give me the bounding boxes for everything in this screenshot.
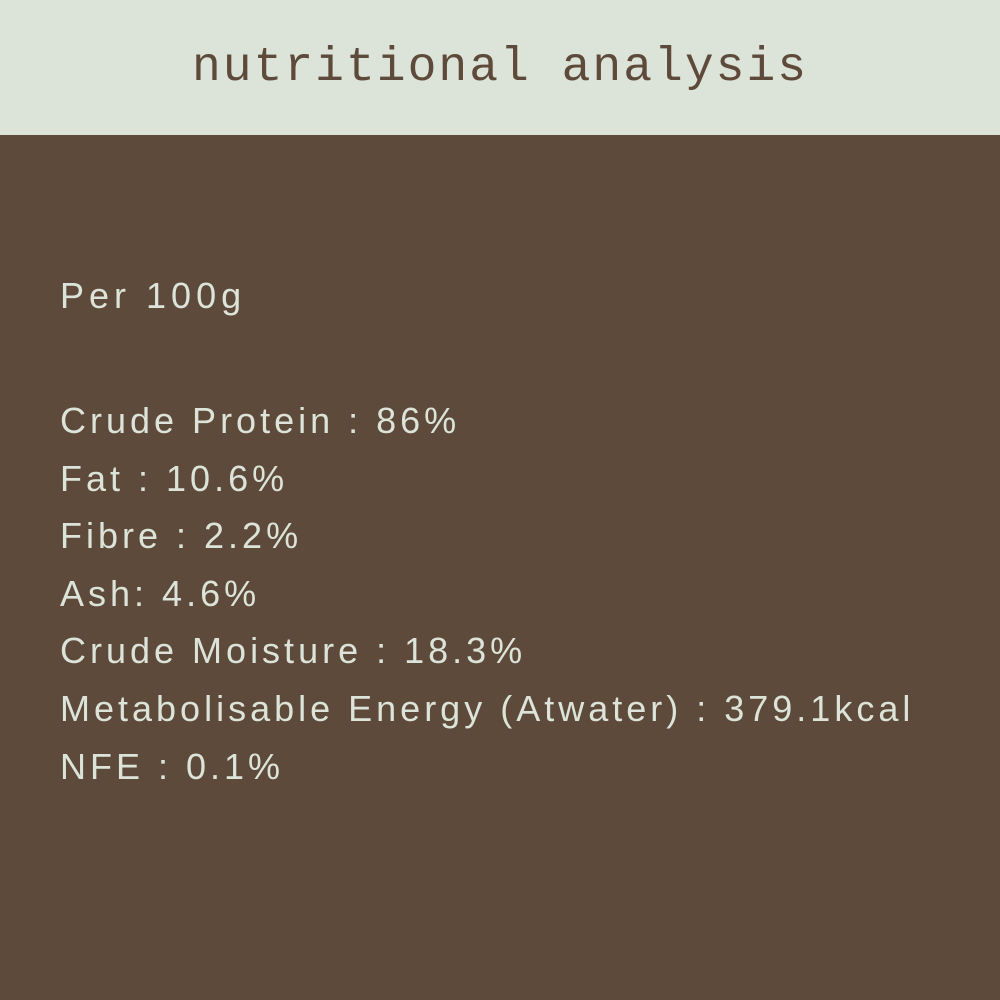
- page-title: nutritional analysis: [192, 41, 808, 95]
- nutrient-value: 2.2%: [204, 515, 302, 556]
- nutrient-row: Fibre : 2.2%: [60, 507, 940, 565]
- nutrient-row: Crude Protein : 86%: [60, 392, 940, 450]
- nutrient-row: Fat : 10.6%: [60, 450, 940, 508]
- nutrient-label: Ash:: [60, 573, 162, 614]
- nutrient-label: Metabolisable Energy (Atwater) :: [60, 688, 724, 729]
- nutrient-value: 4.6%: [162, 573, 260, 614]
- nutrient-label: NFE :: [60, 746, 186, 787]
- nutrient-label: Crude Moisture :: [60, 630, 404, 671]
- nutrient-label: Fat :: [60, 458, 166, 499]
- nutrient-value: 379.1kcal: [724, 688, 914, 729]
- nutrient-row: Ash: 4.6%: [60, 565, 940, 623]
- nutrient-label: Crude Protein :: [60, 400, 376, 441]
- nutrient-value: 86%: [376, 400, 460, 441]
- header-bar: nutritional analysis: [0, 0, 1000, 135]
- nutrient-value: 10.6%: [166, 458, 288, 499]
- serving-size: Per 100g: [60, 275, 940, 317]
- content-panel: Per 100g Crude Protein : 86% Fat : 10.6%…: [0, 135, 1000, 1000]
- nutrient-value: 18.3%: [404, 630, 526, 671]
- nutrient-label: Fibre :: [60, 515, 204, 556]
- nutrient-row: NFE : 0.1%: [60, 738, 940, 796]
- nutrient-row: Metabolisable Energy (Atwater) : 379.1kc…: [60, 680, 940, 738]
- nutrient-value: 0.1%: [186, 746, 284, 787]
- nutrient-row: Crude Moisture : 18.3%: [60, 622, 940, 680]
